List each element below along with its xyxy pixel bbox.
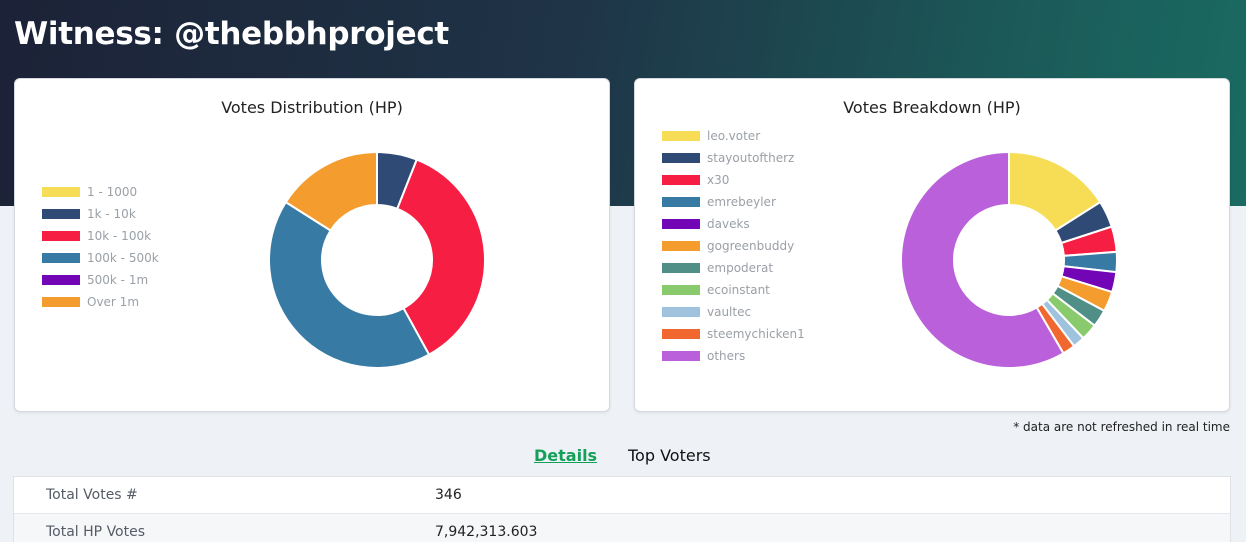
legend-item[interactable]: daveks <box>662 213 805 235</box>
legend-label: x30 <box>707 173 730 187</box>
donut-slice-others[interactable] <box>900 150 1065 369</box>
legend-label: vaultec <box>707 305 752 319</box>
donut-slice-100k-500k[interactable] <box>268 200 431 369</box>
legend-item[interactable]: 10k - 100k <box>42 225 159 247</box>
legend-swatch <box>662 131 700 141</box>
legend-swatch <box>662 219 700 229</box>
legend-item[interactable]: 1 - 1000 <box>42 181 159 203</box>
legend-label: 10k - 100k <box>87 229 152 243</box>
legend-swatch <box>662 175 700 185</box>
chart-legend: 1 - 1000 1k - 10k 10k - 100k 100k - 500k… <box>42 181 159 313</box>
chart-title: Votes Distribution (HP) <box>221 98 403 117</box>
legend-label: gogreenbuddy <box>707 239 795 253</box>
votes-distribution-donut[interactable] <box>267 150 487 370</box>
row-value: 7,942,313.603 <box>435 524 538 540</box>
votes-distribution-card: Votes Distribution (HP) 1 - 1000 1k - 10… <box>14 78 610 412</box>
tab-details[interactable]: Details <box>534 446 598 465</box>
refresh-note: * data are not refreshed in real time <box>1013 420 1230 434</box>
legend-label: 500k - 1m <box>87 273 149 287</box>
legend-swatch <box>662 307 700 317</box>
donut-slice-over-1m[interactable] <box>284 150 378 232</box>
legend-swatch <box>662 351 700 361</box>
legend-item[interactable]: leo.voter <box>662 125 805 147</box>
legend-item[interactable]: steemychicken1 <box>662 323 805 345</box>
legend-label: 100k - 500k <box>87 251 159 265</box>
legend-item[interactable]: 500k - 1m <box>42 269 159 291</box>
legend-label: steemychicken1 <box>707 327 805 341</box>
details-table: Total Votes # 346 Total HP Votes 7,942,3… <box>13 476 1231 542</box>
legend-swatch <box>42 275 80 285</box>
chart-title: Votes Breakdown (HP) <box>843 98 1021 117</box>
legend-item[interactable]: vaultec <box>662 301 805 323</box>
legend-label: empoderat <box>707 261 774 275</box>
legend-swatch <box>662 263 700 273</box>
legend-label: 1 - 1000 <box>87 185 138 199</box>
row-label: Total Votes # <box>46 487 138 503</box>
votes-breakdown-card: Votes Breakdown (HP) leo.voter stayoutof… <box>634 78 1230 412</box>
legend-swatch <box>42 187 80 197</box>
legend-item[interactable]: gogreenbuddy <box>662 235 805 257</box>
legend-swatch <box>42 297 80 307</box>
legend-item[interactable]: 1k - 10k <box>42 203 159 225</box>
legend-item[interactable]: 100k - 500k <box>42 247 159 269</box>
legend-swatch <box>662 197 700 207</box>
legend-label: others <box>707 349 746 363</box>
legend-item[interactable]: empoderat <box>662 257 805 279</box>
tab-bar: Details Top Voters <box>0 446 1246 470</box>
legend-swatch <box>662 329 700 339</box>
chart-legend: leo.voter stayoutoftherz x30 emrebeyler … <box>662 125 805 367</box>
legend-swatch <box>662 285 700 295</box>
legend-label: Over 1m <box>87 295 140 309</box>
legend-label: ecoinstant <box>707 283 770 297</box>
legend-label: stayoutoftherz <box>707 151 795 165</box>
tab-top-voters[interactable]: Top Voters <box>628 446 711 465</box>
legend-swatch <box>42 253 80 263</box>
legend-label: emrebeyler <box>707 195 776 209</box>
legend-swatch <box>42 231 80 241</box>
legend-item[interactable]: others <box>662 345 805 367</box>
legend-label: daveks <box>707 217 750 231</box>
legend-item[interactable]: emrebeyler <box>662 191 805 213</box>
page-title: Witness: @thebbhproject <box>14 16 449 52</box>
votes-breakdown-donut[interactable] <box>899 150 1119 370</box>
legend-item[interactable]: stayoutoftherz <box>662 147 805 169</box>
legend-item[interactable]: Over 1m <box>42 291 159 313</box>
table-row: Total Votes # 346 <box>14 477 1230 514</box>
row-label: Total HP Votes <box>46 524 146 540</box>
table-row: Total HP Votes 7,942,313.603 <box>14 514 1230 542</box>
legend-label: leo.voter <box>707 129 761 143</box>
legend-swatch <box>662 241 700 251</box>
legend-item[interactable]: ecoinstant <box>662 279 805 301</box>
legend-label: 1k - 10k <box>87 207 136 221</box>
legend-item[interactable]: x30 <box>662 169 805 191</box>
donut-slice-10k-100k[interactable] <box>395 158 486 357</box>
legend-swatch <box>42 209 80 219</box>
legend-swatch <box>662 153 700 163</box>
row-value: 346 <box>435 487 462 503</box>
